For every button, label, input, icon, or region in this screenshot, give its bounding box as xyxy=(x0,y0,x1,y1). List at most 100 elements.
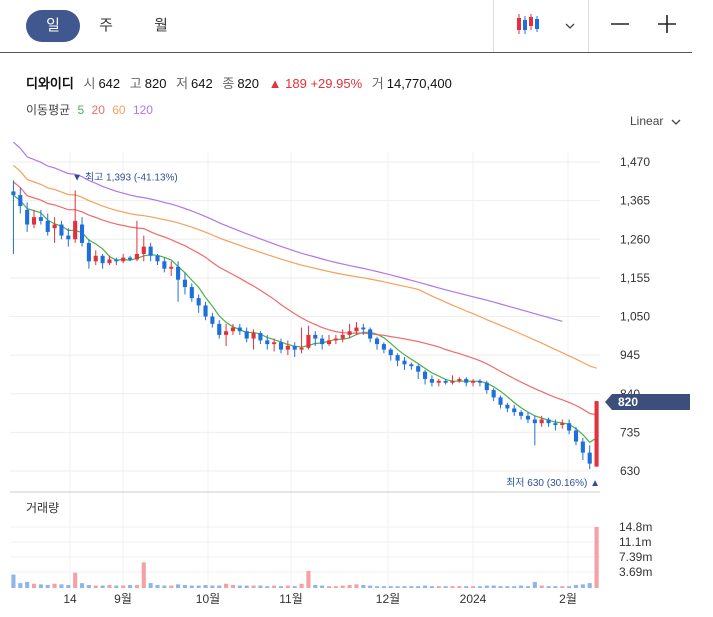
candle xyxy=(443,379,448,385)
candle xyxy=(580,437,585,460)
y-tick-label: 1,365 xyxy=(620,194,650,208)
stock-name: 디와이디 xyxy=(26,76,74,91)
candle xyxy=(374,336,380,350)
volume-bar xyxy=(114,585,119,588)
volume-bar xyxy=(100,585,105,588)
volume-bar xyxy=(292,586,297,588)
scale-dropdown[interactable]: Linear xyxy=(630,114,681,128)
candle xyxy=(457,377,462,383)
volume-bar xyxy=(196,585,201,588)
candle xyxy=(52,217,57,243)
volume-bar xyxy=(450,586,455,588)
candle xyxy=(395,353,400,367)
candle xyxy=(196,294,201,313)
volume-bar xyxy=(505,586,510,588)
volume-panel-label: 거래량 xyxy=(26,501,59,515)
volume-bar xyxy=(443,586,448,588)
candle xyxy=(505,402,510,413)
candlestick-icon xyxy=(515,12,543,41)
volume-tick-label: 14.8m xyxy=(619,520,652,534)
y-tick-label: 735 xyxy=(620,425,640,439)
volume-bar xyxy=(45,584,50,588)
volume-bar xyxy=(498,586,503,588)
volume-bar xyxy=(251,585,256,588)
candle xyxy=(66,228,71,247)
change-value: ▲ 189 xyxy=(268,76,307,91)
candle xyxy=(285,340,290,356)
zoom-in-button[interactable] xyxy=(645,0,689,52)
volume-bar xyxy=(128,584,133,588)
volume-bar xyxy=(258,585,263,588)
candle xyxy=(320,334,325,350)
candle xyxy=(491,388,496,402)
y-tick-label: 1,050 xyxy=(620,310,650,324)
candle xyxy=(189,283,194,302)
volume-bar xyxy=(525,586,531,588)
candle xyxy=(176,261,181,302)
y-tick-label: 1,155 xyxy=(620,271,650,285)
volume-bar xyxy=(464,586,469,588)
volume-bar xyxy=(354,584,359,588)
volume-bar xyxy=(388,586,393,588)
chart-type-dropdown[interactable] xyxy=(500,0,590,52)
candle xyxy=(484,380,489,394)
volume-bar xyxy=(553,586,558,588)
volume-bar xyxy=(546,586,551,588)
low-annotation: 최저 630 (30.16%) ▲ xyxy=(506,477,600,489)
volume-bar xyxy=(169,585,174,588)
candle xyxy=(361,323,366,335)
divider xyxy=(493,0,494,52)
candle xyxy=(134,220,139,262)
candle xyxy=(114,257,119,265)
period-tab-week[interactable]: 주 xyxy=(99,17,113,34)
candle xyxy=(11,180,16,254)
volume-bar xyxy=(587,583,592,588)
volume-bar xyxy=(203,584,208,588)
volume-bar xyxy=(230,584,236,588)
volume-bar xyxy=(217,585,222,588)
volume-bar xyxy=(134,584,139,588)
volume-bar xyxy=(278,586,284,588)
candle xyxy=(86,239,91,269)
ma-5: 5 xyxy=(77,103,85,117)
volume-bar xyxy=(86,584,91,588)
low-value: 642 xyxy=(191,76,213,91)
volume-bar xyxy=(162,585,167,588)
zoom-out-button[interactable] xyxy=(598,0,642,52)
volume-label: 거 xyxy=(371,76,384,91)
volume-bar xyxy=(299,583,304,588)
ma-line-5 xyxy=(13,194,597,444)
candle xyxy=(272,338,277,352)
candle xyxy=(340,329,345,343)
x-tick-label: 2024 xyxy=(460,592,487,606)
volume-bar xyxy=(237,585,242,588)
volume-bar xyxy=(326,586,332,588)
open-label: 시 xyxy=(83,76,96,91)
candle xyxy=(79,217,85,247)
candle xyxy=(59,220,64,240)
volume-bar xyxy=(306,570,311,588)
volume-tick-label: 7.39m xyxy=(619,550,652,564)
candle xyxy=(292,342,297,357)
minus-icon xyxy=(610,14,630,39)
candle xyxy=(100,253,105,269)
candle xyxy=(450,375,455,385)
candle xyxy=(313,331,318,346)
candle xyxy=(230,323,236,335)
candle xyxy=(546,417,551,427)
volume-tick-label: 3.69m xyxy=(619,565,652,579)
volume-bar xyxy=(285,585,290,588)
candle xyxy=(594,401,599,467)
volume-bar xyxy=(532,581,537,588)
period-tab-month[interactable]: 월 xyxy=(154,17,168,34)
volume-bar xyxy=(176,584,181,588)
volume-bar xyxy=(66,584,71,588)
volume-bar xyxy=(141,562,146,588)
period-tab-day[interactable]: 일 xyxy=(26,10,80,42)
volume-bar xyxy=(416,586,421,588)
chevron-down-icon xyxy=(671,114,681,128)
volume-tick-label: 11.1m xyxy=(619,535,651,549)
candle xyxy=(471,379,476,387)
x-tick-label: 12월 xyxy=(376,592,400,606)
